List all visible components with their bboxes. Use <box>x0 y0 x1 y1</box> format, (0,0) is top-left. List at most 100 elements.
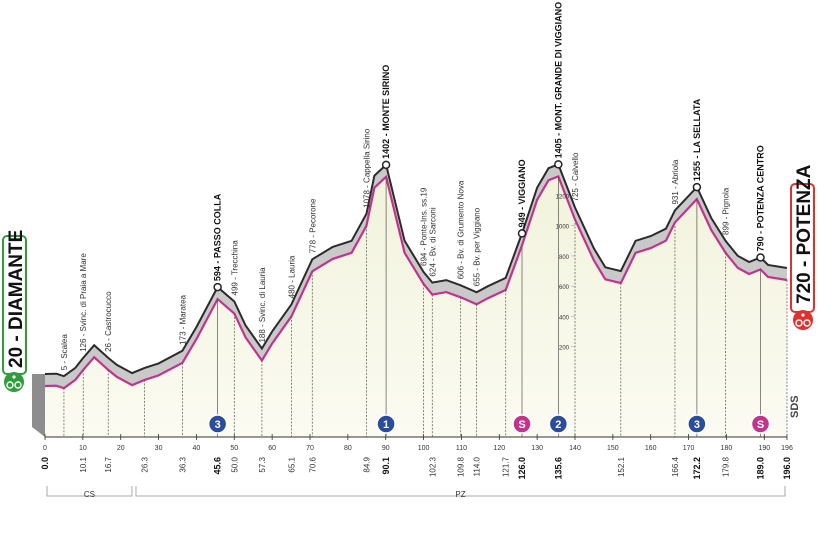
region-bracket <box>135 486 786 497</box>
waypoint-label: 173 - Maratea <box>178 294 187 344</box>
km-label: 114.0 <box>473 456 482 476</box>
waypoint-label: 899 - Pignola <box>722 187 731 235</box>
badge-label: S <box>757 419 764 431</box>
x-tick-label: 120 <box>493 445 505 452</box>
km-label: 45.6 <box>213 457 223 475</box>
elevation-tick-label: 200 <box>559 346 570 352</box>
km-label: 109.8 <box>457 456 466 477</box>
km-label: 65.1 <box>287 456 296 472</box>
profile-base-area <box>45 176 787 437</box>
badge-label: S <box>518 419 525 431</box>
kom-badge <box>548 414 569 434</box>
km-label: 179.8 <box>722 456 731 477</box>
profile-layer: 1200 1000 800 600 400 200 0 10 20 30 40 50 60 70 80 90 1… <box>32 2 793 499</box>
km-label: 57.3 <box>258 456 267 472</box>
waypoint-label: 790 - POTENZA CENTRO <box>756 145 766 251</box>
km-label: 90.1 <box>381 457 391 475</box>
waypoint-label: 480 - Lauria <box>287 255 296 298</box>
waypoint-label: 1078 - Cappella Sirino <box>362 128 371 208</box>
km-label: 152.1 <box>617 456 626 477</box>
elevation-tick-label: 1000 <box>556 225 570 231</box>
waypoint-label: 188 - Svinc. di Lauria <box>258 267 267 343</box>
x-tick-label: 20 <box>117 445 125 452</box>
waypoint-label: 949 - VIGGIANO <box>517 159 527 227</box>
waypoint-label: 594 - PASSO COLLA <box>213 193 223 281</box>
km-label: 135.6 <box>553 457 563 480</box>
sprint-badge <box>512 414 532 434</box>
waypoint-label: 606 - Bv. di Grumento Nova <box>457 180 466 279</box>
x-tick-label: 170 <box>683 445 695 452</box>
km-label: 84.9 <box>362 456 371 472</box>
elevation-tick-label: 800 <box>559 255 570 261</box>
waypoint-label: 694 - Ponte-Ins. ss.19 <box>420 187 429 266</box>
waypoint-label: 931 - Abriola <box>671 159 680 204</box>
region-label: PZ <box>455 490 465 499</box>
summit-marker <box>756 253 765 262</box>
km-label: 10.1 <box>79 456 88 472</box>
brand-logo-text: SDS <box>789 395 801 418</box>
x-tick-label: 50 <box>230 445 238 452</box>
waypoint-label: 1405 - MONT. GRANDE DI VIGGIANO <box>553 2 563 159</box>
finish-cyclist-icon <box>793 310 813 330</box>
badge-label: 3 <box>694 419 700 431</box>
region-label: CS <box>84 490 95 499</box>
badge-label: 1 <box>383 419 389 431</box>
elevation-tick-label: 1200 <box>556 194 570 200</box>
summit-marker <box>554 160 563 169</box>
badge-label: 2 <box>555 419 561 431</box>
x-tick-label: 110 <box>456 445 467 452</box>
waypoint-label: 655 - Bv. per Viggiano <box>473 207 482 286</box>
start-cyclist-icon <box>4 372 24 392</box>
start-badge: 20 - DIAMANTE <box>2 230 27 392</box>
sprint-badge <box>750 414 771 434</box>
km-label: 102.3 <box>428 456 437 477</box>
km-label: 70.6 <box>308 456 317 472</box>
elevation-tick-label: 600 <box>559 285 570 291</box>
waypoint-label: 26 - Castrocucco <box>104 291 113 352</box>
km-label: 196.0 <box>782 457 792 480</box>
waypoint-label: 1402 - MONTE SIRINO <box>381 65 391 159</box>
km-label: 16.7 <box>104 456 113 472</box>
finish-label: 720 - POTENZA <box>794 164 815 304</box>
km-label: 26.3 <box>141 456 150 472</box>
waypoint-label: 725 - Calvello <box>571 152 580 201</box>
start-block <box>32 373 45 437</box>
x-tick-label: 60 <box>268 445 276 452</box>
x-tick-label: 160 <box>645 445 657 452</box>
waypoint-label: 499 - Trecchina <box>230 240 239 296</box>
finish-badge: 720 - POTENZA <box>790 164 815 330</box>
waypoint-label: 5 - Scalea <box>60 334 69 371</box>
x-tick-label: 150 <box>607 445 619 452</box>
x-tick-label: 40 <box>193 445 201 452</box>
x-tick-label: 140 <box>569 445 581 452</box>
x-tick-label: 190 <box>758 445 770 452</box>
km-label: 0.0 <box>40 457 50 470</box>
x-tick-label: 10 <box>79 445 87 452</box>
x-tick-label: 130 <box>531 445 543 452</box>
summit-marker <box>381 160 391 170</box>
x-tick-label: 180 <box>721 445 733 452</box>
waypoint-label: 778 - Pecorone <box>308 198 317 253</box>
kom-badge <box>687 414 707 434</box>
km-label: 121.7 <box>502 456 511 477</box>
profile-top-line <box>44 162 788 378</box>
x-tick-label: 30 <box>155 445 163 452</box>
x-tick-label: 70 <box>306 445 314 452</box>
waypoint-label: 126 - Svinc. di Praia a Mare <box>79 253 88 352</box>
km-label: 172.2 <box>692 457 702 480</box>
km-label: 126.0 <box>517 457 527 480</box>
elevation-tick-label: 400 <box>559 315 570 321</box>
x-tick-label: 196 <box>781 445 793 452</box>
waypoint-label: 624 - Bv. di Sarconi <box>428 207 437 276</box>
km-label: 189.0 <box>756 457 766 480</box>
summit-marker <box>213 282 222 292</box>
waypoint-label: 1255 - LA SELLATA <box>692 98 702 181</box>
summit-marker <box>517 229 527 238</box>
region-bracket <box>46 486 133 497</box>
km-label: 166.4 <box>671 456 680 477</box>
badge-label: 3 <box>215 419 221 431</box>
x-tick-label: 0 <box>43 445 47 452</box>
summit-marker <box>692 182 702 192</box>
x-tick-label: 80 <box>344 445 352 452</box>
